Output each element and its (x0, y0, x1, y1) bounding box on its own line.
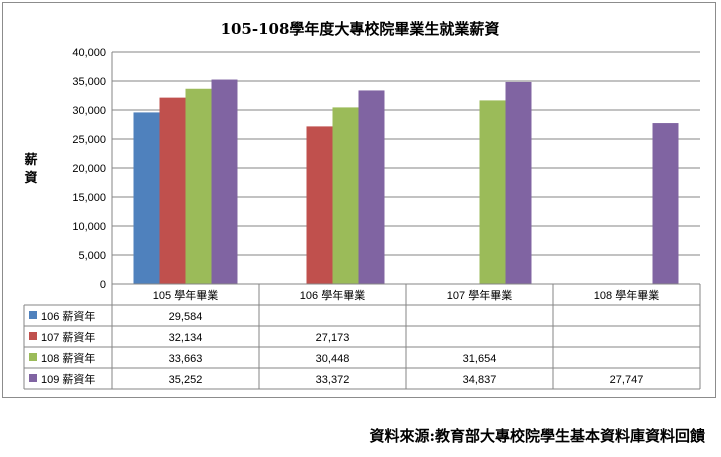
legend-label: 108 薪資年 (41, 351, 95, 365)
y-tick-label: 30,000 (72, 105, 106, 117)
x-tick-label: 105 學年畢業 (153, 288, 218, 302)
source-note: 資料來源:教育部大專校院學生基本資料庫資料回饋 (369, 427, 705, 445)
data-label: 30,448 (316, 353, 350, 365)
legend-label: 109 薪資年 (41, 372, 95, 386)
data-label: 29,584 (169, 311, 203, 323)
y-tick-label: 0 (100, 279, 106, 291)
chart-title: 105-108學年度大專校院畢業生就業薪資 (221, 20, 500, 38)
data-label: 33,663 (169, 353, 203, 365)
y-tick-label: 35,000 (72, 76, 106, 88)
bar (358, 90, 385, 284)
legend-key (29, 353, 37, 361)
x-tick-label: 106 學年畢業 (300, 288, 365, 302)
legend-label: 107 薪資年 (41, 330, 95, 344)
data-label: 32,134 (169, 332, 203, 344)
y-tick-label: 40,000 (72, 47, 106, 59)
legend-key (29, 374, 37, 382)
bar (332, 107, 359, 284)
x-tick-label: 108 學年畢業 (594, 288, 659, 302)
x-tick-label: 107 學年畢業 (447, 288, 512, 302)
bar (652, 123, 679, 284)
y-axis-label: 資 (24, 170, 37, 186)
y-axis-label: 薪 (24, 152, 37, 168)
data-label: 27,747 (610, 374, 644, 386)
data-label: 31,654 (463, 353, 497, 365)
y-tick-label: 5,000 (78, 250, 106, 262)
bar (505, 81, 532, 284)
bar (159, 97, 186, 284)
y-tick-label: 10,000 (72, 221, 106, 233)
legend-key (29, 311, 37, 319)
bar (306, 126, 333, 284)
bar (133, 112, 160, 284)
y-tick-label: 15,000 (72, 192, 106, 204)
bar (479, 100, 506, 284)
legend-key (29, 332, 37, 340)
data-label: 35,252 (169, 374, 203, 386)
y-tick-label: 25,000 (72, 134, 106, 146)
bar (211, 79, 238, 285)
data-label: 27,173 (316, 332, 350, 344)
data-label: 33,372 (316, 374, 350, 386)
bar (185, 88, 212, 284)
data-label: 34,837 (463, 374, 497, 386)
legend-label: 106 薪資年 (41, 309, 95, 323)
y-tick-label: 20,000 (72, 163, 106, 175)
